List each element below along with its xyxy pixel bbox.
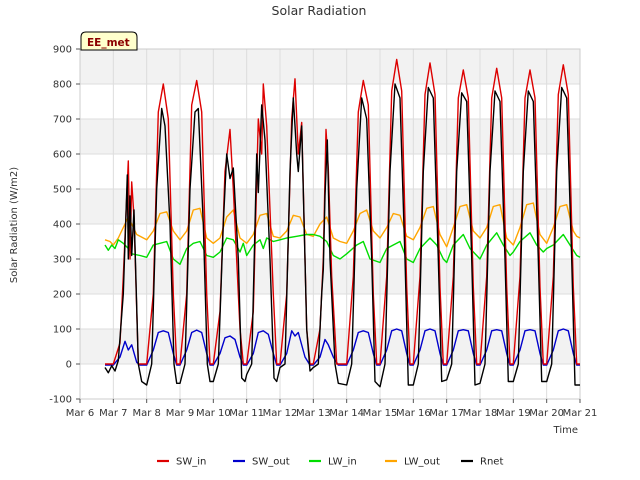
x-tick-label: Mar 21 (563, 408, 598, 419)
y-tick-label: 200 (53, 290, 72, 301)
x-tick-label: Mar 10 (196, 408, 231, 419)
x-tick-label: Mar 9 (166, 408, 194, 419)
background-band (80, 119, 580, 154)
x-tick-label: Mar 11 (229, 408, 264, 419)
y-tick-label: 900 (53, 45, 72, 56)
y-tick-label: 800 (53, 80, 72, 91)
x-tick-label: Mar 16 (396, 408, 431, 419)
y-axis-title: Solar Radiation (W/m2) (9, 167, 20, 283)
series-line-sw-out (105, 328, 580, 366)
x-axis-title: Time (553, 425, 578, 436)
y-tick-label: -100 (49, 395, 72, 406)
background-band (80, 49, 580, 84)
chart-title: Solar Radiation (272, 3, 367, 18)
y-tick-label: 300 (53, 255, 72, 266)
y-tick-label: 600 (53, 150, 72, 161)
x-tick-label: Mar 19 (496, 408, 531, 419)
x-tick-label: Mar 14 (329, 408, 364, 419)
y-tick-label: 700 (53, 115, 72, 126)
x-tick-label: Mar 7 (99, 408, 127, 419)
series-line-rnet (104, 83, 580, 388)
legend-label: SW_out (252, 457, 290, 468)
y-tick-label: 400 (53, 220, 72, 231)
background-bands (80, 49, 580, 364)
series-line-lw-in (104, 232, 581, 265)
x-tick-label: Mar 15 (363, 408, 398, 419)
series-layer (104, 58, 581, 388)
station-badge: EE_met (80, 31, 138, 51)
x-tick-label: Mar 17 (429, 408, 464, 419)
x-tick-label: Mar 20 (529, 408, 564, 419)
grid-lines (79, 48, 581, 400)
x-tick-label: Mar 12 (263, 408, 298, 419)
legend-label: LW_in (328, 457, 357, 468)
station-badge-box (80, 31, 138, 51)
legend-label: LW_out (404, 457, 440, 468)
y-tick-labels: -100 0 100 200 300 400 500 600 700 800 900 (49, 45, 80, 406)
y-tick-label: 100 (53, 325, 72, 336)
y-tick-label: 0 (66, 360, 72, 371)
y-tick-label: 500 (53, 185, 72, 196)
x-tick-label: Mar 6 (66, 408, 94, 419)
legend-label: Rnet (480, 457, 503, 468)
x-tick-label: Mar 8 (132, 408, 160, 419)
station-badge-label: EE_met (87, 37, 130, 49)
x-tick-label: Mar 18 (463, 408, 498, 419)
x-tick-label: Mar 13 (296, 408, 331, 419)
legend: SW_in SW_out LW_in LW_out Rnet (157, 457, 503, 468)
background-band (80, 329, 580, 364)
legend-label: SW_in (176, 457, 206, 468)
